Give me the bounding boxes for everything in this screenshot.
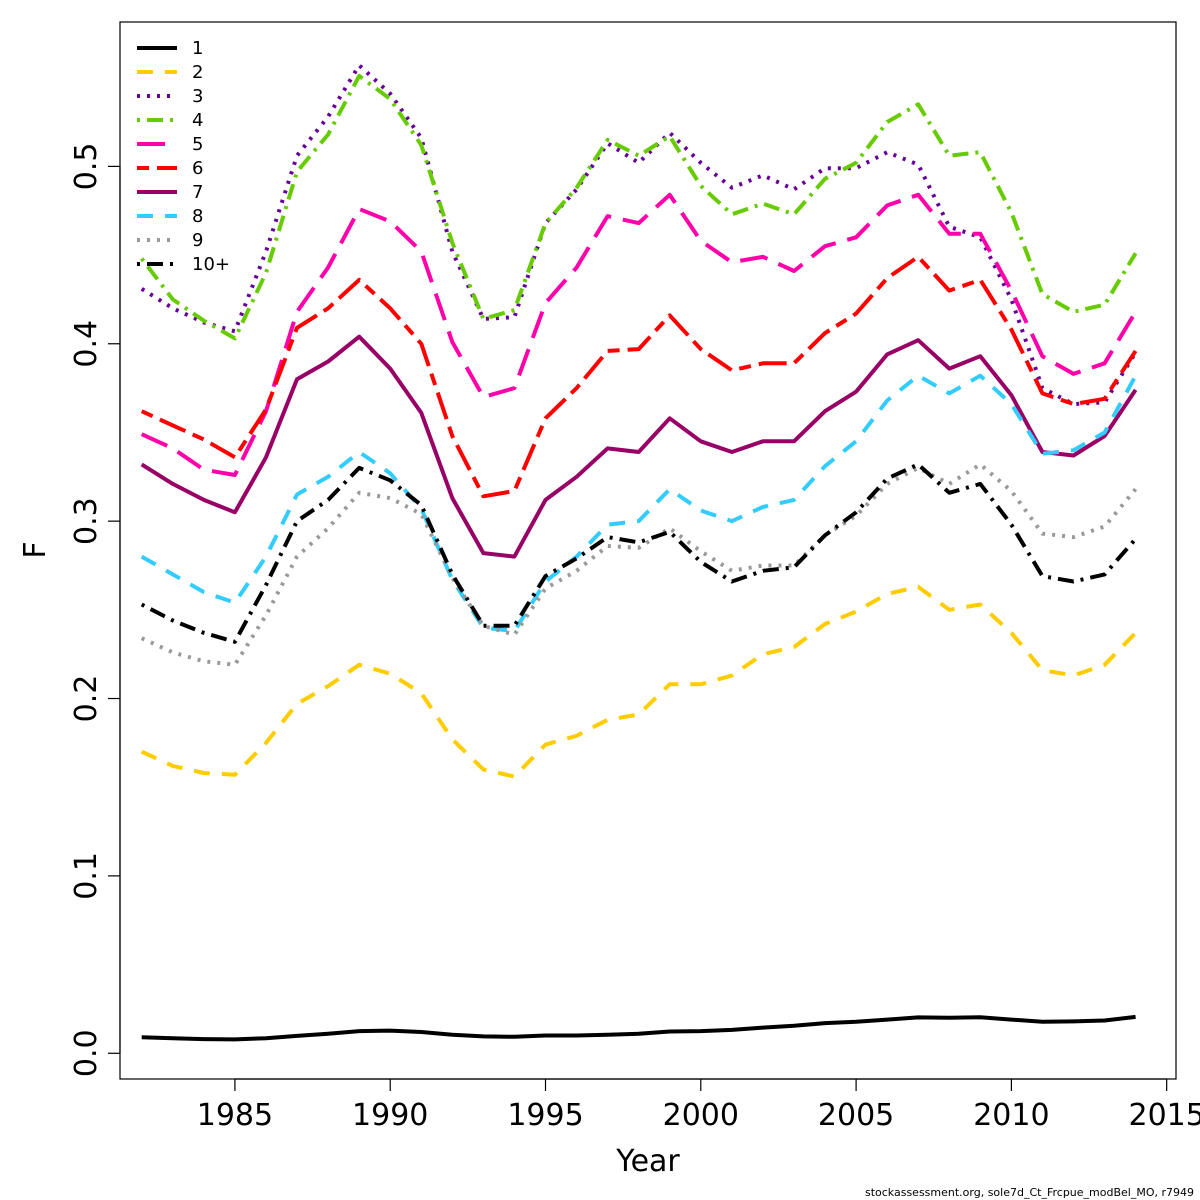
- legend-label: 1: [192, 38, 203, 59]
- series-line-8: [140, 373, 1138, 634]
- legend-label: 3: [192, 86, 203, 107]
- x-tick-label: 2005: [818, 1098, 894, 1133]
- series-line-3: [140, 63, 1138, 407]
- x-tick-label: 1990: [352, 1098, 428, 1133]
- legend-label: 5: [192, 134, 203, 155]
- x-tick-label: 2015: [1129, 1098, 1200, 1133]
- series-layer: [140, 63, 1138, 1042]
- series-line-4: [140, 73, 1138, 341]
- y-tick-label: 0.1: [69, 852, 104, 900]
- legend-label: 2: [192, 62, 203, 83]
- legend-label: 9: [192, 230, 203, 251]
- legend-label: 8: [192, 206, 203, 227]
- x-tick-label: 1995: [507, 1098, 583, 1133]
- x-axis: 1985 1990 1995 2000 2005 2010 2015: [197, 1078, 1200, 1133]
- series-line-9: [140, 462, 1138, 667]
- series-line-7: [140, 334, 1138, 559]
- series-line-6: [140, 254, 1138, 499]
- y-axis-title: F: [18, 541, 53, 558]
- y-tick-label: 0.3: [69, 497, 104, 545]
- legend-label: 4: [192, 110, 203, 131]
- x-tick-label: 2010: [973, 1098, 1049, 1133]
- legend: 1 2 3 4 5 6 7 8 9 10+: [137, 38, 230, 275]
- series-line-1: [141, 1014, 1136, 1042]
- plot-frame: [119, 21, 1177, 1080]
- y-tick-label: 0.0: [69, 1029, 104, 1077]
- footer-credit: stockassessment.org, sole7d_Ct_Frcpue_mo…: [865, 1186, 1194, 1199]
- y-tick-label: 0.2: [69, 675, 104, 723]
- y-tick-label: 0.4: [69, 320, 104, 368]
- legend-label: 6: [192, 158, 203, 179]
- x-axis-title: Year: [615, 1144, 680, 1179]
- legend-label: 7: [192, 182, 203, 203]
- y-axis: 0.0 0.1 0.2 0.3 0.4 0.5: [69, 143, 121, 1077]
- y-tick-label: 0.5: [69, 143, 104, 191]
- series-line-10: [140, 462, 1138, 644]
- legend-label: 10+: [192, 254, 230, 275]
- x-tick-label: 2000: [663, 1098, 739, 1133]
- series-line-5: [140, 192, 1138, 477]
- series-line-2: [140, 584, 1138, 779]
- x-tick-label: 1985: [197, 1098, 273, 1133]
